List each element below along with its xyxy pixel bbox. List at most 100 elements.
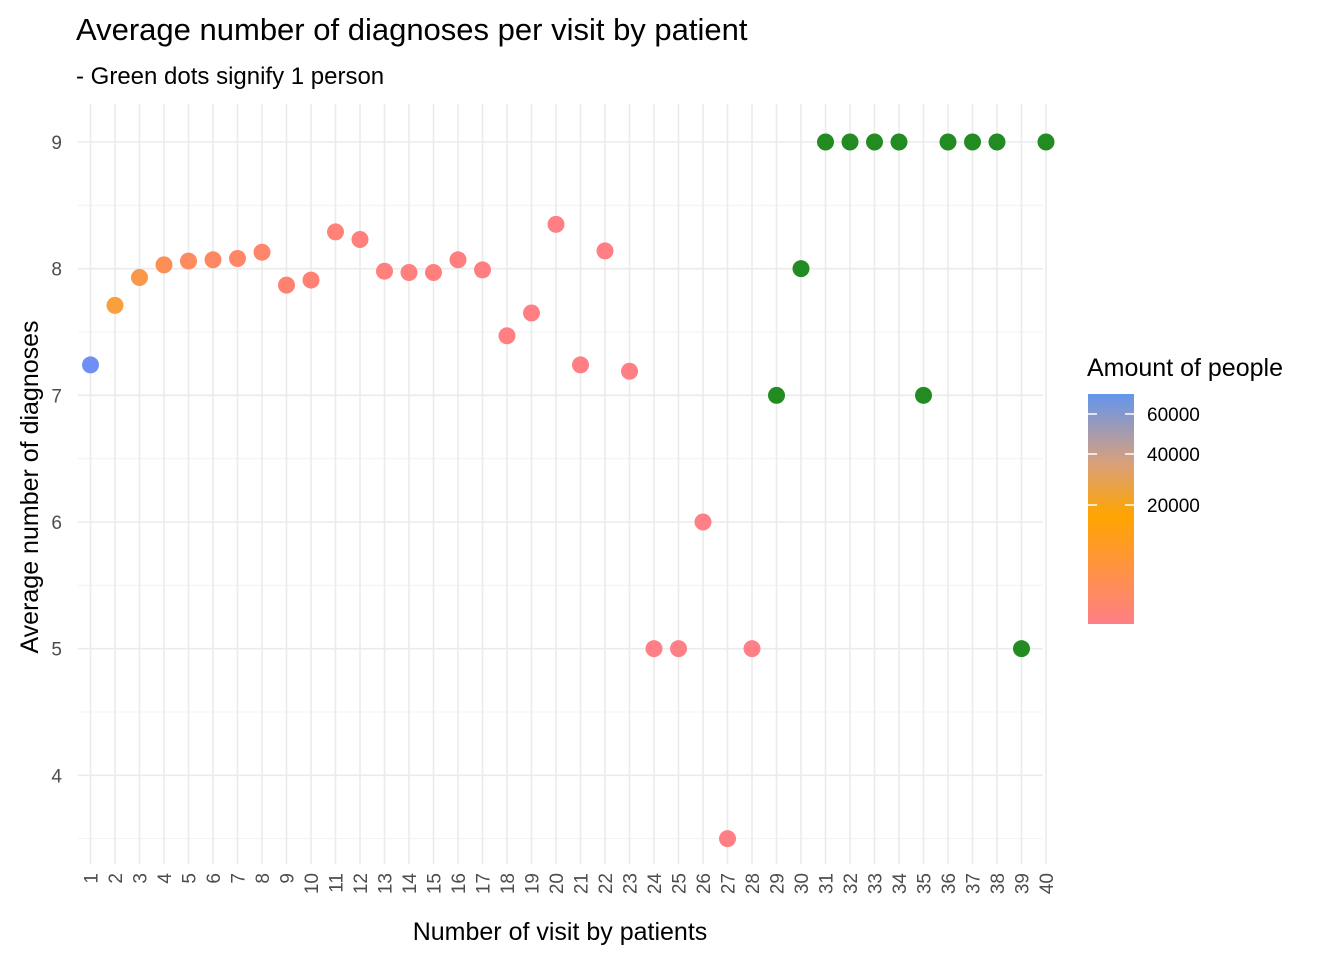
x-tick-label: 4 (155, 873, 176, 884)
x-tick-label: 34 (890, 873, 911, 895)
x-tick-label: 38 (988, 873, 1009, 894)
data-point (866, 133, 883, 151)
data-point (768, 386, 785, 404)
x-tick-label: 19 (523, 873, 544, 894)
data-point (547, 215, 565, 233)
x-tick-label: 36 (939, 873, 960, 894)
y-axis-title: Average number of diagnoses (16, 320, 44, 653)
x-tick-label: 1 (82, 873, 103, 884)
x-tick-label: 26 (694, 873, 715, 894)
x-tick-label: 2 (106, 873, 127, 884)
data-point (596, 242, 614, 260)
x-tick-label: 21 (572, 873, 593, 894)
y-tick-label: 5 (51, 640, 62, 661)
data-point (939, 133, 957, 151)
x-tick-label: 11 (327, 873, 348, 893)
data-point (694, 513, 712, 531)
x-tick-label: 17 (474, 873, 495, 894)
x-tick-label: 23 (621, 873, 642, 894)
data-point (743, 640, 761, 658)
x-tick-label: 25 (670, 873, 691, 894)
y-tick-label: 4 (51, 766, 62, 787)
x-tick-label: 30 (792, 873, 813, 894)
data-point (400, 263, 418, 281)
data-point (1013, 640, 1030, 658)
y-tick-label: 9 (51, 133, 62, 154)
data-point (645, 640, 663, 658)
data-point (180, 252, 197, 270)
x-tick-label: 35 (915, 873, 936, 894)
data-point (351, 231, 369, 249)
legend-tick-label: 60000 (1147, 405, 1200, 426)
x-tick-label: 24 (645, 873, 666, 895)
x-tick-label: 20 (547, 873, 568, 894)
data-point (964, 133, 981, 151)
data-point (131, 269, 148, 287)
data-point (523, 304, 540, 322)
data-point (302, 271, 320, 289)
legend-title: Amount of people (1087, 354, 1283, 382)
x-tick-label: 22 (596, 873, 617, 894)
x-tick-label: 40 (1037, 873, 1058, 894)
x-tick-label: 14 (400, 873, 421, 895)
data-points (82, 133, 1055, 848)
x-tick-label: 29 (768, 873, 789, 894)
data-point (841, 133, 859, 151)
x-tick-label: 31 (817, 873, 838, 894)
chart-title: Average number of diagnoses per visit by… (76, 12, 748, 47)
y-tick-labels: 4 5 6 7 8 9 (51, 133, 62, 787)
data-point (719, 830, 736, 848)
data-point (817, 133, 834, 151)
data-point (572, 356, 589, 374)
data-point (155, 256, 173, 274)
data-point (376, 262, 393, 280)
data-point (425, 263, 442, 281)
data-point (106, 296, 124, 314)
x-tick-label: 33 (866, 873, 887, 894)
x-tick-label: 6 (204, 873, 225, 884)
x-tick-label: 9 (278, 873, 299, 884)
legend-colorbar (1088, 394, 1134, 624)
x-tick-label: 39 (1013, 873, 1034, 894)
legend-tick-label: 20000 (1147, 496, 1200, 517)
y-tick-label: 7 (51, 386, 62, 407)
data-point (253, 243, 271, 261)
legend-ticks: 60000 40000 20000 (1088, 405, 1200, 517)
data-point (988, 133, 1006, 151)
data-point (82, 356, 99, 374)
data-point (327, 223, 344, 241)
x-tick-label: 5 (180, 873, 201, 884)
plot-grid (78, 104, 1047, 864)
data-point (890, 133, 908, 151)
legend: Amount of people 60000 40000 20000 (1087, 354, 1283, 624)
data-point (278, 276, 295, 294)
y-tick-label: 6 (51, 513, 62, 534)
data-point (204, 251, 222, 269)
x-tick-label: 3 (131, 873, 152, 884)
y-tick-label: 8 (51, 260, 62, 281)
x-tick-label: 16 (449, 873, 470, 894)
x-tick-label: 37 (964, 873, 985, 894)
chart-subtitle: - Green dots signify 1 person (76, 63, 384, 90)
x-tick-label: 12 (351, 873, 372, 894)
x-tick-label: 8 (253, 873, 274, 884)
x-tick-label: 28 (743, 873, 764, 894)
data-point (670, 640, 687, 658)
x-tick-label: 15 (425, 873, 446, 894)
x-tick-label: 10 (302, 873, 323, 894)
x-axis-title: Number of visit by patients (413, 918, 708, 946)
data-point (229, 250, 246, 268)
data-point (498, 327, 516, 345)
legend-tick-label: 40000 (1147, 445, 1200, 466)
data-point (621, 362, 638, 380)
x-tick-label: 13 (376, 873, 397, 894)
x-tick-label: 32 (841, 873, 862, 894)
x-tick-label: 18 (498, 873, 519, 894)
x-tick-label: 27 (719, 873, 740, 894)
x-tick-labels: 1 2 3 4 5 6 7 8 9 10 11 12 13 14 15 16 17 18 19 20 21 22 23 24 2… (82, 873, 1059, 895)
data-point (915, 386, 932, 404)
data-point (1037, 133, 1055, 151)
data-point (792, 260, 810, 278)
data-point (449, 251, 467, 269)
